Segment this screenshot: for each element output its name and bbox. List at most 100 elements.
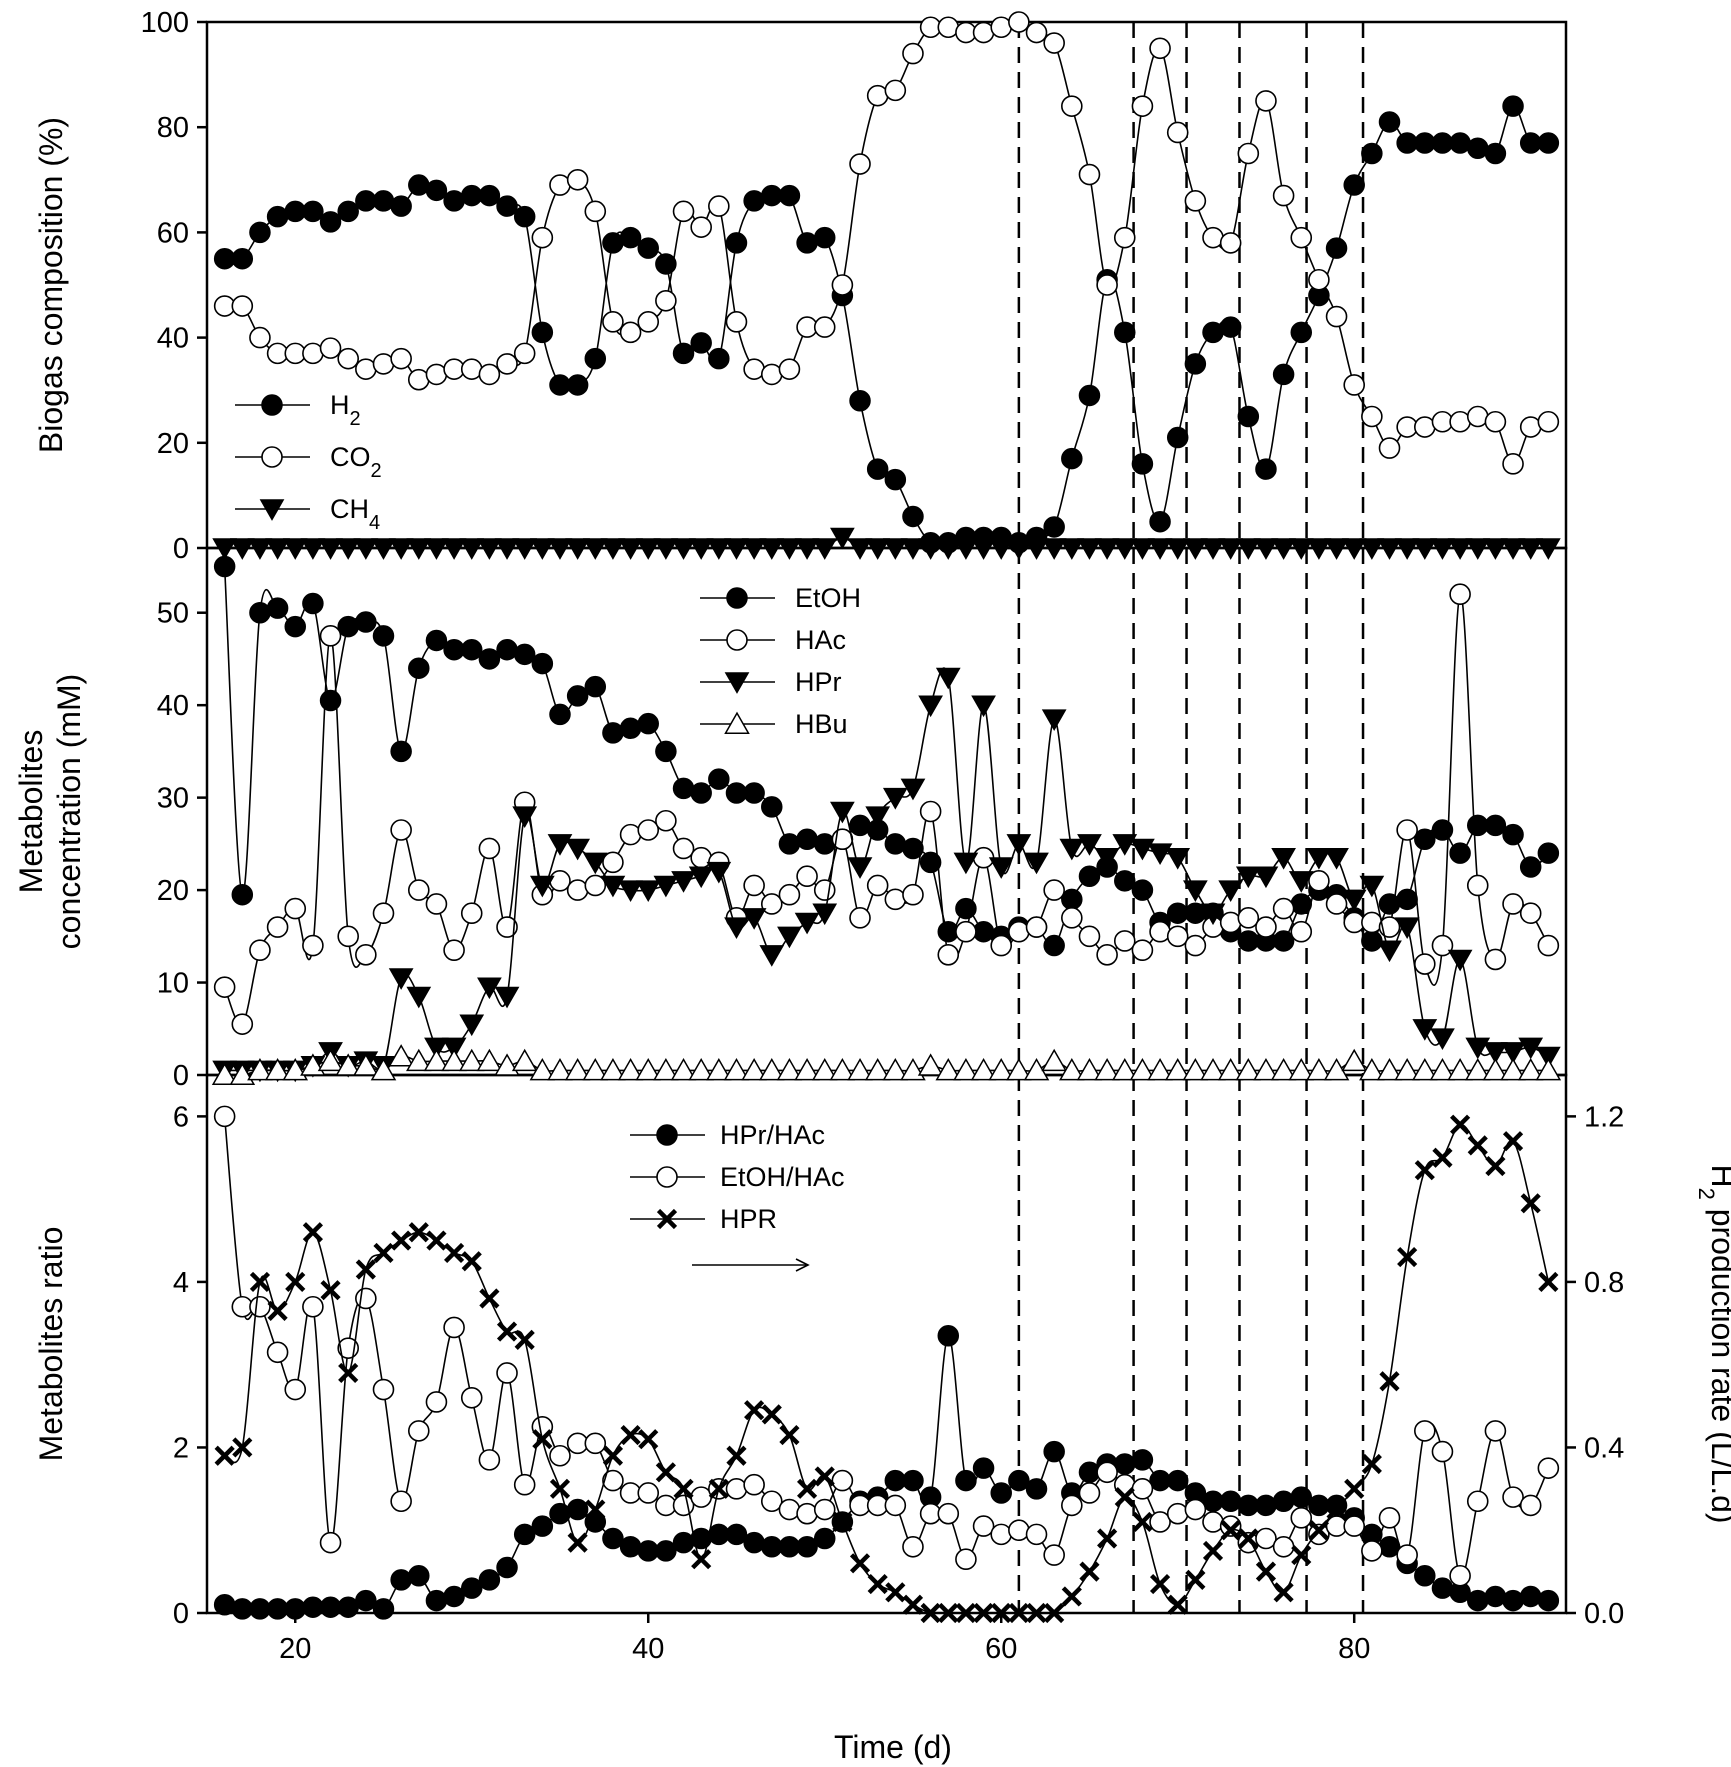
- marker-filled-triangle: [724, 672, 750, 694]
- marker-filled-circle: [513, 1523, 536, 1546]
- marker-open-triangle: [1341, 1048, 1368, 1072]
- marker-cross: [549, 1478, 571, 1499]
- marker-filled-triangle: [900, 538, 926, 560]
- cross-stroke: [1202, 1540, 1224, 1562]
- cross-stroke: [461, 1251, 482, 1272]
- cross-stroke: [549, 1478, 571, 1499]
- marker-open-circle: [443, 1316, 465, 1339]
- cross-stroke: [373, 1242, 394, 1264]
- marker-filled-circle: [566, 685, 589, 707]
- marker-cross: [902, 1594, 924, 1615]
- marker-open-triangle: [1288, 1057, 1315, 1081]
- marker-filled-circle: [602, 232, 624, 254]
- marker-open-triangle: [829, 1057, 856, 1081]
- marker-filled-circle: [425, 179, 448, 202]
- marker-filled-triangle: [1377, 538, 1402, 560]
- marker-filled-triangle: [1377, 940, 1402, 963]
- marker-filled-circle: [566, 1498, 589, 1521]
- marker-filled-triangle: [882, 787, 908, 810]
- marker-open-circle: [813, 1498, 836, 1521]
- cross-stroke: [1467, 1135, 1488, 1156]
- marker-filled-triangle: [1253, 538, 1279, 560]
- marker-filled-circle: [1378, 111, 1401, 133]
- marker-filled-circle: [478, 184, 501, 207]
- marker-open-triangle: [1270, 1057, 1297, 1081]
- marker-cross: [232, 1437, 253, 1458]
- marker-filled-triangle: [388, 538, 414, 560]
- marker-filled-triangle: [1465, 538, 1491, 560]
- marker-open-circle: [1008, 920, 1030, 943]
- marker-open-circle: [1149, 920, 1171, 943]
- marker-open-circle: [602, 311, 624, 333]
- marker-filled-circle: [1078, 865, 1101, 887]
- marker-cross: [214, 1445, 235, 1466]
- marker-cross: [373, 1242, 394, 1264]
- marker-cross: [249, 1271, 271, 1293]
- marker-open-triangle: [1517, 1057, 1544, 1081]
- marker-filled-circle: [1131, 879, 1154, 901]
- marker-open-circle: [884, 1494, 907, 1517]
- cross-stroke: [1326, 1499, 1347, 1520]
- marker-open-triangle: [724, 711, 750, 734]
- cross-stroke: [673, 1478, 694, 1499]
- marker-open-circle: [778, 1498, 801, 1521]
- marker-open-circle: [1519, 1494, 1542, 1517]
- marker-filled-circle: [355, 611, 377, 633]
- marker-open-triangle: [1217, 1057, 1244, 1081]
- marker-open-triangle: [547, 1057, 573, 1081]
- marker-filled-triangle: [935, 538, 961, 560]
- marker-open-circle: [1255, 916, 1277, 938]
- marker-open-circle: [1325, 305, 1348, 328]
- marker-open-circle: [619, 823, 642, 846]
- cross-stroke: [514, 1329, 535, 1350]
- marker-filled-triangle: [830, 801, 855, 824]
- marker-open-triangle: [1182, 1057, 1209, 1081]
- marker-open-circle: [249, 939, 271, 961]
- x-tick-label: 80: [1338, 1633, 1370, 1665]
- y-tick-label: 100: [141, 7, 189, 39]
- marker-filled-triangle: [512, 538, 538, 560]
- cross-stroke: [779, 1424, 800, 1446]
- marker-open-circle: [1184, 1498, 1207, 1521]
- marker-filled-triangle: [1412, 1019, 1438, 1041]
- marker-filled-circle: [496, 195, 518, 217]
- marker-open-circle: [1025, 21, 1048, 44]
- marker-open-triangle: [353, 1053, 379, 1076]
- marker-open-circle: [1219, 911, 1242, 934]
- cross-stroke: [496, 1321, 518, 1342]
- cross-stroke: [585, 1499, 606, 1520]
- marker-open-circle: [1166, 1502, 1189, 1525]
- marker-filled-circle: [902, 1469, 924, 1492]
- marker-filled-circle: [796, 1536, 818, 1558]
- marker-open-circle: [884, 888, 907, 911]
- marker-open-circle: [655, 809, 677, 832]
- marker-filled-triangle: [724, 917, 749, 940]
- marker-filled-circle: [1467, 1589, 1489, 1612]
- marker-filled-triangle: [318, 538, 343, 560]
- cross-stroke: [1132, 1511, 1153, 1533]
- y-tick-label: 0: [173, 1060, 189, 1092]
- marker-filled-circle: [655, 740, 677, 763]
- cross-stroke: [1432, 1147, 1453, 1168]
- marker-cross: [849, 1553, 871, 1574]
- marker-filled-triangle: [1218, 538, 1244, 560]
- marker-filled-circle: [1502, 95, 1524, 117]
- marker-filled-circle: [319, 211, 342, 233]
- marker-filled-circle: [1502, 1589, 1524, 1612]
- marker-open-circle: [672, 200, 695, 223]
- marker-cross: [1538, 1271, 1559, 1293]
- marker-open-circle: [1043, 879, 1065, 901]
- marker-open-triangle: [776, 1057, 803, 1081]
- marker-cross: [708, 1478, 729, 1499]
- legend-label: EtOH/HAc: [720, 1162, 845, 1192]
- marker-filled-triangle: [688, 538, 714, 560]
- marker-cross: [744, 1400, 765, 1421]
- marker-filled-triangle: [812, 538, 838, 560]
- marker-open-circle: [407, 879, 430, 901]
- marker-filled-triangle: [1165, 848, 1191, 870]
- marker-filled-circle: [266, 597, 289, 619]
- marker-filled-circle: [1449, 842, 1471, 864]
- marker-open-triangle: [653, 1057, 679, 1081]
- marker-filled-circle: [619, 226, 642, 249]
- marker-open-circle: [249, 1295, 271, 1318]
